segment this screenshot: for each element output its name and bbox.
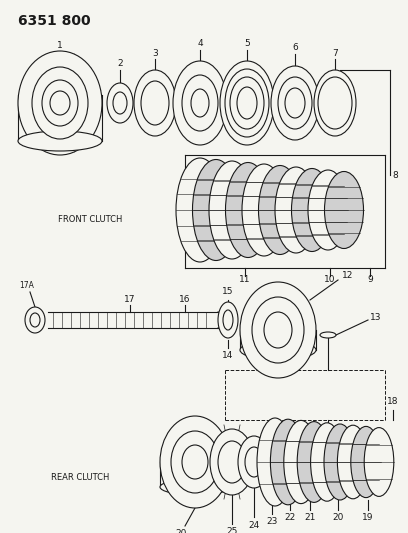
- Ellipse shape: [245, 447, 263, 477]
- Ellipse shape: [18, 51, 102, 155]
- Text: 25: 25: [226, 528, 238, 533]
- Ellipse shape: [25, 307, 45, 333]
- Text: 19: 19: [362, 513, 374, 521]
- Ellipse shape: [134, 70, 176, 136]
- Text: 16: 16: [179, 295, 191, 304]
- Text: 22: 22: [284, 513, 296, 521]
- Text: 4: 4: [197, 39, 203, 49]
- Ellipse shape: [308, 170, 348, 250]
- Ellipse shape: [182, 75, 218, 131]
- Ellipse shape: [364, 427, 394, 496]
- Ellipse shape: [113, 92, 127, 114]
- Ellipse shape: [141, 81, 169, 125]
- Ellipse shape: [318, 77, 352, 129]
- Ellipse shape: [337, 425, 368, 499]
- Ellipse shape: [32, 67, 88, 139]
- Ellipse shape: [324, 172, 364, 248]
- Ellipse shape: [220, 61, 274, 145]
- Ellipse shape: [257, 418, 293, 506]
- Text: 10: 10: [324, 276, 336, 285]
- Text: 1: 1: [57, 41, 63, 50]
- Ellipse shape: [297, 422, 331, 503]
- Text: 6351 800: 6351 800: [18, 14, 91, 28]
- Text: 12: 12: [342, 271, 354, 279]
- Text: 3: 3: [152, 49, 158, 58]
- Ellipse shape: [226, 163, 271, 257]
- Text: REAR CLUTCH: REAR CLUTCH: [51, 473, 109, 482]
- Ellipse shape: [18, 131, 102, 151]
- Ellipse shape: [193, 159, 239, 261]
- Text: 5: 5: [244, 39, 250, 49]
- Ellipse shape: [42, 80, 78, 126]
- Text: 13: 13: [370, 313, 382, 322]
- Ellipse shape: [278, 77, 312, 129]
- Ellipse shape: [238, 436, 270, 488]
- Text: 17: 17: [124, 295, 136, 304]
- Ellipse shape: [218, 441, 246, 483]
- Ellipse shape: [285, 88, 305, 118]
- Ellipse shape: [351, 426, 381, 498]
- Text: 11: 11: [239, 276, 251, 285]
- Text: 15: 15: [222, 287, 234, 296]
- Ellipse shape: [275, 167, 317, 253]
- Text: 23: 23: [266, 518, 278, 527]
- Ellipse shape: [237, 87, 257, 119]
- Ellipse shape: [191, 89, 209, 117]
- Ellipse shape: [271, 66, 319, 140]
- Text: 20: 20: [332, 513, 344, 521]
- Ellipse shape: [230, 77, 264, 129]
- Text: 2: 2: [117, 59, 123, 68]
- Ellipse shape: [264, 312, 292, 348]
- Ellipse shape: [176, 158, 224, 262]
- Ellipse shape: [218, 302, 238, 338]
- Ellipse shape: [271, 419, 306, 505]
- Text: 20: 20: [175, 529, 187, 533]
- Text: 18: 18: [387, 398, 399, 407]
- Ellipse shape: [210, 429, 254, 495]
- Text: 6: 6: [292, 44, 298, 52]
- Ellipse shape: [209, 161, 255, 259]
- Ellipse shape: [30, 313, 40, 327]
- Ellipse shape: [324, 424, 356, 500]
- Ellipse shape: [264, 448, 280, 476]
- Ellipse shape: [242, 164, 286, 256]
- Ellipse shape: [173, 61, 227, 145]
- Ellipse shape: [160, 479, 230, 495]
- Text: 24: 24: [248, 521, 259, 529]
- Ellipse shape: [223, 310, 233, 330]
- Ellipse shape: [291, 168, 333, 252]
- Ellipse shape: [320, 332, 336, 338]
- Ellipse shape: [160, 416, 230, 508]
- Ellipse shape: [240, 340, 316, 360]
- Text: 8: 8: [392, 171, 398, 180]
- Ellipse shape: [284, 421, 318, 504]
- Text: 7: 7: [332, 49, 338, 58]
- Ellipse shape: [310, 423, 344, 501]
- Text: FRONT CLUTCH: FRONT CLUTCH: [58, 215, 122, 224]
- Text: 14: 14: [222, 351, 234, 359]
- Ellipse shape: [182, 445, 208, 479]
- Ellipse shape: [225, 69, 269, 137]
- Ellipse shape: [252, 297, 304, 363]
- Ellipse shape: [259, 166, 302, 254]
- Ellipse shape: [171, 431, 219, 493]
- Ellipse shape: [107, 83, 133, 123]
- Text: 9: 9: [367, 276, 373, 285]
- Ellipse shape: [240, 282, 316, 378]
- Text: 21: 21: [304, 513, 316, 521]
- Ellipse shape: [258, 439, 286, 485]
- Ellipse shape: [314, 70, 356, 136]
- Ellipse shape: [50, 91, 70, 115]
- Text: 17A: 17A: [20, 280, 34, 289]
